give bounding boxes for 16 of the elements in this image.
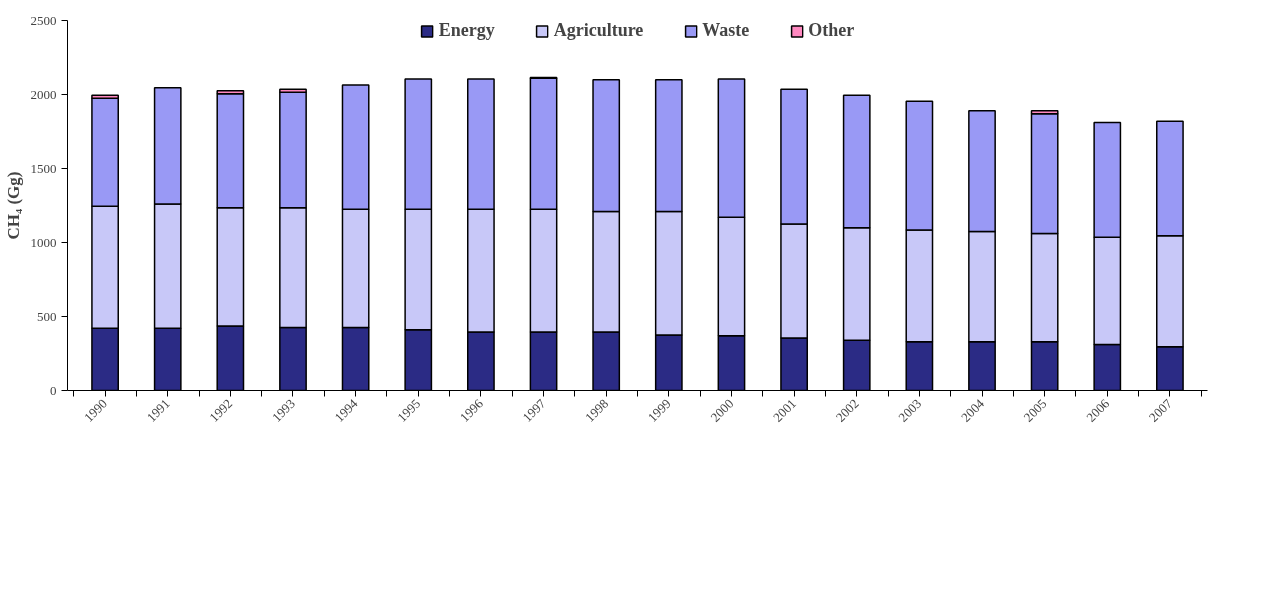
legend-label: Other (808, 20, 855, 41)
y-tick-label: 1000 (30, 234, 57, 250)
x-tick-label: 1990 (81, 395, 111, 425)
y-tick-label: 2000 (30, 86, 57, 102)
y-tick-label: 500 (37, 308, 57, 324)
x-tick-label: 1999 (644, 395, 674, 425)
y-tick-label: 0 (50, 382, 57, 398)
legend-label: Energy (438, 20, 495, 41)
x-tick-label: 1991 (143, 395, 173, 425)
y-tick-label: 1500 (30, 160, 57, 176)
legend-label: Waste (702, 20, 750, 41)
x-tick-label: 2001 (770, 395, 800, 425)
legend-label: Agriculture (553, 20, 644, 41)
y-tick-label: 2500 (30, 12, 57, 28)
y-axis-title: CH₄ (Gg) (3, 171, 23, 240)
x-tick-label: 1993 (268, 395, 298, 425)
